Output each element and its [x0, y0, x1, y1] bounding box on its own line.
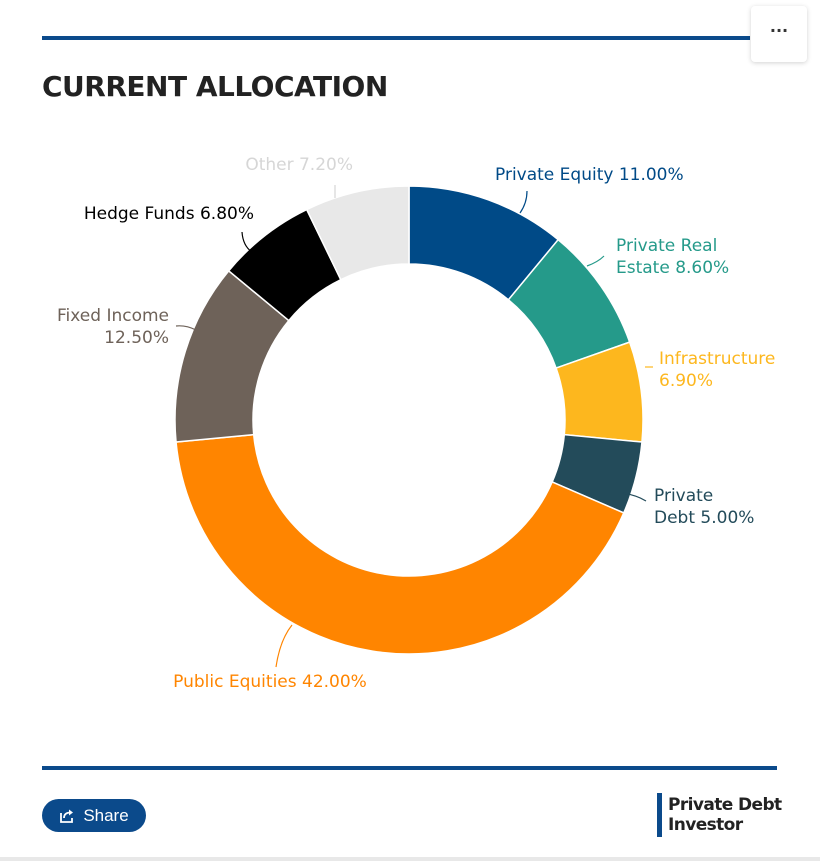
donut-slice-public-equities[interactable] — [175, 433, 625, 655]
more-horizontal-icon: ··· — [769, 21, 789, 40]
brand-logo: Private Debt Investor — [657, 793, 782, 837]
slice-label-hedge-funds: Hedge Funds 6.80% — [84, 204, 254, 224]
bottom-divider — [42, 766, 777, 770]
leader-line-fixed-income — [175, 325, 197, 331]
chart-title: CURRENT ALLOCATION — [42, 70, 388, 103]
slice-label-other: Other 7.20% — [245, 155, 353, 175]
donut-chart: Private Equity 11.00% Private Real Estate … — [57, 155, 775, 692]
top-divider — [42, 36, 750, 40]
share-label: Share — [83, 805, 129, 825]
leader-line-private-equity — [519, 190, 528, 214]
slice-label-private-equity: Private Equity 11.00% — [495, 165, 684, 185]
donut-slice-other[interactable] — [305, 185, 410, 281]
slice-label-infrastructure: Infrastructure 6.90% — [659, 349, 775, 391]
logo-bar — [657, 793, 662, 837]
logo-text: Private Debt Investor — [668, 793, 782, 837]
share-button[interactable]: Share — [42, 799, 146, 832]
leader-line-private-real-estate — [586, 255, 605, 267]
logo-line-1: Private Debt — [668, 795, 782, 815]
slice-label-private-real-estate: Private Real Estate 8.60% — [616, 236, 729, 278]
share-icon — [60, 809, 74, 823]
slice-label-private-debt: Private Debt 5.00% — [654, 486, 754, 528]
leader-line-private-debt — [622, 492, 647, 502]
page-bottom-edge — [0, 857, 820, 861]
leader-line-hedge-funds — [241, 231, 253, 253]
chart-menu-button[interactable]: ··· — [751, 6, 807, 62]
leader-line-public-equities — [275, 624, 293, 668]
logo-line-2: Investor — [668, 815, 743, 835]
slice-label-fixed-income: Fixed Income 12.50% — [57, 306, 169, 348]
slice-label-public-equities: Public Equities 42.00% — [173, 672, 367, 692]
